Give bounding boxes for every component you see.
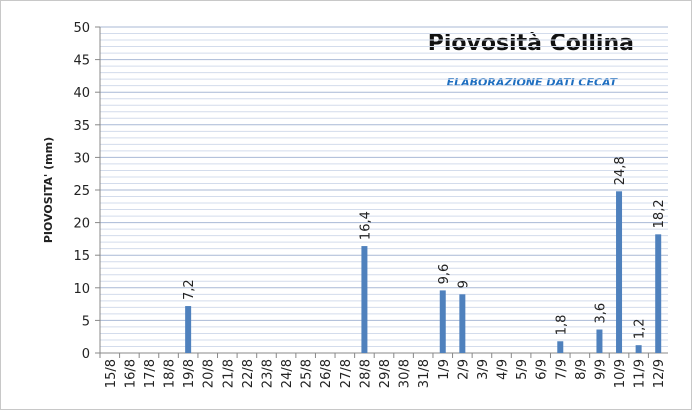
y-tick-label: 10 xyxy=(73,282,90,297)
x-tick-label: 23/8 xyxy=(260,359,275,388)
value-label: 1,2 xyxy=(633,318,648,339)
x-tick-label: 22/8 xyxy=(241,359,256,388)
x-tick-label: 9/9 xyxy=(593,359,608,380)
bar xyxy=(185,306,192,353)
x-tick-label: 17/8 xyxy=(143,359,158,388)
x-tick-label: 16/8 xyxy=(123,359,138,388)
x-tick-label: 12/9 xyxy=(652,359,667,388)
y-tick-label: 40 xyxy=(73,86,90,101)
bar xyxy=(361,246,368,353)
y-tick-label: 5 xyxy=(82,314,90,329)
x-tick-label: 15/8 xyxy=(104,359,119,388)
x-tick-label: 31/8 xyxy=(417,359,432,388)
x-tick-label: 20/8 xyxy=(202,359,217,388)
x-tick-label: 10/9 xyxy=(613,359,628,388)
x-tick-label: 6/9 xyxy=(535,359,550,380)
value-label: 7,2 xyxy=(182,279,197,300)
x-tick-label: 8/9 xyxy=(574,359,589,380)
y-tick-label: 35 xyxy=(73,119,90,134)
x-tick-label: 18/8 xyxy=(163,359,178,388)
x-tick-label: 3/9 xyxy=(476,359,491,380)
bar xyxy=(459,294,466,353)
x-tick-label: 29/8 xyxy=(378,359,393,388)
bar xyxy=(557,341,564,353)
bar xyxy=(596,329,603,353)
y-tick-label: 45 xyxy=(73,54,90,69)
y-tick-label: 30 xyxy=(73,151,90,166)
bar xyxy=(635,345,642,353)
x-tick-label: 30/8 xyxy=(398,359,413,388)
y-tick-label: 25 xyxy=(73,184,90,199)
y-tick-label: 15 xyxy=(73,249,90,264)
value-label: 9 xyxy=(456,280,471,288)
bar xyxy=(655,234,662,353)
x-tick-label: 5/9 xyxy=(515,359,530,380)
chart-subtitle: ELABORAZIONE DATI CECAT xyxy=(447,76,619,89)
x-tick-label: 24/8 xyxy=(280,359,295,388)
value-label: 16,4 xyxy=(358,211,373,240)
x-tick-label: 11/9 xyxy=(633,359,648,388)
x-tick-label: 7/9 xyxy=(554,359,569,380)
value-label: 9,6 xyxy=(437,264,452,285)
x-tick-label: 21/8 xyxy=(221,359,236,388)
value-label: 1,8 xyxy=(554,315,569,336)
x-tick-label: 2/9 xyxy=(456,359,471,380)
x-tick-label: 1/9 xyxy=(437,359,452,380)
x-tick-label: 4/9 xyxy=(496,359,511,380)
y-tick-label: 0 xyxy=(82,347,90,362)
value-label: 24,8 xyxy=(613,156,628,185)
y-axis-label: PIOVOSITA' (mm) xyxy=(42,137,55,243)
bar xyxy=(439,290,446,353)
y-tick-label: 50 xyxy=(73,21,90,36)
x-tick-label: 19/8 xyxy=(182,359,197,388)
x-tick-label: 25/8 xyxy=(300,359,315,388)
value-label: 3,6 xyxy=(593,303,608,324)
bar xyxy=(616,191,623,353)
x-tick-label: 28/8 xyxy=(358,359,373,388)
value-label: 18,2 xyxy=(652,199,667,228)
chart-title: Piovosità Collina xyxy=(428,31,634,56)
y-tick-label: 20 xyxy=(73,217,90,232)
x-tick-label: 26/8 xyxy=(319,359,334,388)
x-tick-label: 27/8 xyxy=(339,359,354,388)
